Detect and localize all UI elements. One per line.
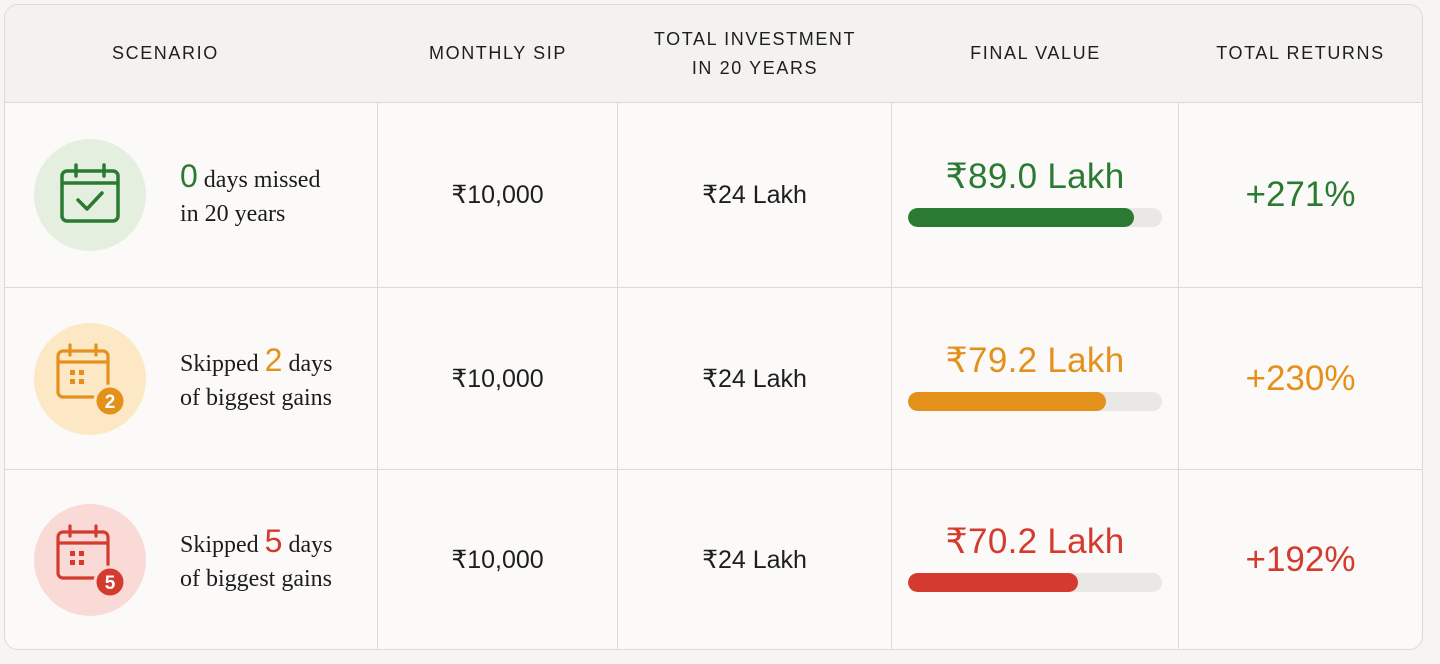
header-scenario: SCENARIO <box>5 5 378 103</box>
calendar-check-icon <box>60 163 120 223</box>
total-investment-value: ₹24 Lakh <box>702 364 807 393</box>
scenario-text-pre: Skipped <box>180 531 259 558</box>
table-row-0-monthly-sip: ₹10,000 <box>378 103 618 288</box>
monthly-sip-value: ₹10,000 <box>451 364 544 393</box>
scenario-description: 0 days missed in 20 years <box>180 159 320 231</box>
scenario-description: Skipped 2 days of biggest gains <box>180 343 332 415</box>
header-total-investment: TOTAL INVESTMENT IN 20 YEARS <box>618 5 892 103</box>
header-total-investment-line2: IN 20 YEARS <box>691 57 819 78</box>
final-value-amount: ₹89.0 Lakh <box>945 157 1125 196</box>
calendar-badge-2-icon: 2 <box>56 342 127 417</box>
table-row-2-total-investment: ₹24 Lakh <box>618 470 892 649</box>
final-value-bar-fill <box>908 572 1079 592</box>
final-value-bar-fill <box>908 208 1135 227</box>
scenario-icon-circle: 5 <box>34 503 146 616</box>
total-investment-value: ₹24 Lakh <box>702 545 807 574</box>
scenario-description: Skipped 5 days of biggest gains <box>180 524 332 596</box>
table-row-1-total-returns: +230% <box>1179 288 1422 470</box>
scenario-text-pre: Skipped <box>180 350 259 377</box>
header-final-value-label: FINAL VALUE <box>970 43 1101 63</box>
total-returns-value: +230% <box>1245 358 1356 398</box>
header-scenario-label: SCENARIO <box>112 43 219 63</box>
scenario-icon-circle: 2 <box>34 322 146 435</box>
monthly-sip-value: ₹10,000 <box>451 545 544 574</box>
table-row-0-final-value: ₹89.0 Lakh <box>892 103 1179 288</box>
calendar-badge-number: 2 <box>105 392 116 413</box>
scenario-highlight-number: 0 <box>180 158 198 194</box>
table-row-0-total-investment: ₹24 Lakh <box>618 103 892 288</box>
monthly-sip-value: ₹10,000 <box>451 181 544 209</box>
scenario-text-line2: of biggest gains <box>180 384 332 411</box>
total-investment-value: ₹24 Lakh <box>702 181 807 209</box>
header-total-returns-label: TOTAL RETURNS <box>1216 43 1385 63</box>
table-row-1-monthly-sip: ₹10,000 <box>378 288 618 470</box>
header-monthly-sip: MONTHLY SIP <box>378 5 618 103</box>
table-row-1-final-value: ₹79.2 Lakh <box>892 288 1179 470</box>
total-returns-value: +271% <box>1245 175 1356 214</box>
final-value-amount: ₹70.2 Lakh <box>945 521 1125 561</box>
table-row-2-total-returns: +192% <box>1179 470 1422 649</box>
header-total-investment-line1: TOTAL INVESTMENT <box>653 28 857 49</box>
scenario-text-post: days <box>288 350 333 377</box>
scenario-highlight-number: 2 <box>264 341 283 378</box>
table-row-2-monthly-sip: ₹10,000 <box>378 470 618 649</box>
sip-comparison-table: SCENARIO MONTHLY SIP TOTAL INVESTMENT IN… <box>4 4 1423 650</box>
calendar-badge-5-icon: 5 <box>56 523 127 598</box>
table-row-2-final-value: ₹70.2 Lakh <box>892 470 1179 649</box>
scenario-text-line2: in 20 years <box>180 201 286 227</box>
scenario-text-line2: of biggest gains <box>180 565 332 592</box>
scenario-text-post: days <box>288 531 333 558</box>
calendar-badge-number: 5 <box>105 573 116 594</box>
header-total-returns: TOTAL RETURNS <box>1179 5 1422 103</box>
table-row-0-scenario: 0 days missed in 20 years <box>5 103 378 288</box>
final-value-bar-track <box>908 208 1162 227</box>
scenario-highlight-number: 5 <box>264 522 283 559</box>
table-row-1-scenario: 2 Skipped 2 days of biggest gains <box>5 288 378 470</box>
table-row-1-total-investment: ₹24 Lakh <box>618 288 892 470</box>
table-row-0-total-returns: +271% <box>1179 103 1422 288</box>
final-value-bar-track <box>908 572 1162 592</box>
final-value-bar-fill <box>908 391 1107 411</box>
header-final-value: FINAL VALUE <box>892 5 1179 103</box>
header-monthly-sip-label: MONTHLY SIP <box>429 43 567 63</box>
scenario-text-post: days missed <box>203 167 321 193</box>
table-row-2-scenario: 5 Skipped 5 days of biggest gains <box>5 470 378 649</box>
final-value-bar-track <box>908 391 1162 411</box>
scenario-icon-circle <box>34 139 146 251</box>
final-value-amount: ₹79.2 Lakh <box>945 340 1125 380</box>
total-returns-value: +192% <box>1245 539 1356 579</box>
